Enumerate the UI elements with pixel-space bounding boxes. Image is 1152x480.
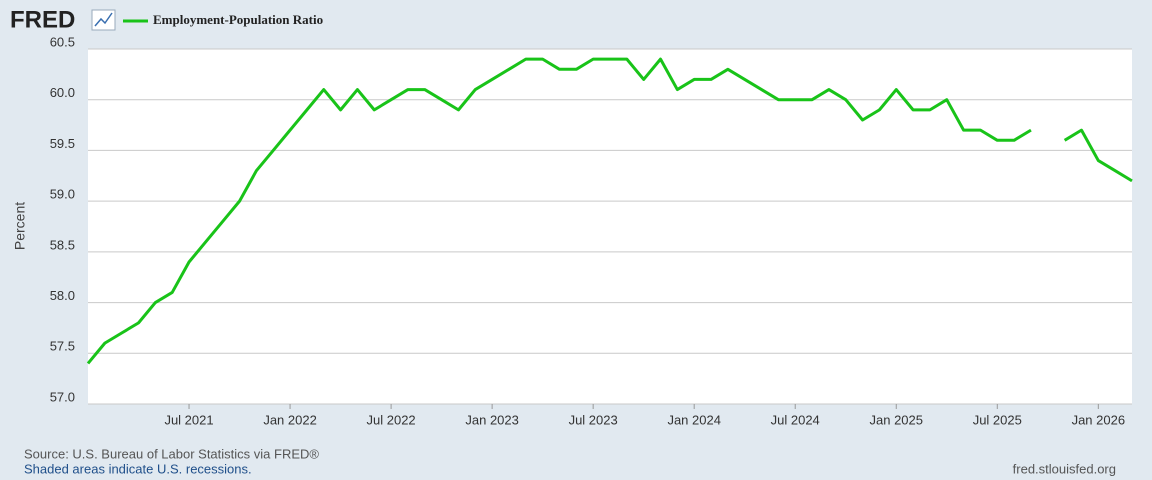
brand-logo[interactable]: FRED — [10, 6, 75, 33]
y-tick-label: 57.5 — [50, 339, 75, 354]
legend-label: Employment-Population Ratio — [153, 12, 323, 27]
x-tick-label: Jan 2024 — [667, 412, 721, 427]
url[interactable]: fred.stlouisfed.org — [1013, 461, 1116, 476]
y-tick-label: 58.5 — [50, 237, 75, 252]
y-tick-label: 57.0 — [50, 389, 75, 404]
y-tick-label: 59.5 — [50, 136, 75, 151]
x-tick-label: Jul 2022 — [367, 412, 416, 427]
plot-area — [88, 49, 1132, 404]
y-axis-label: Percent — [12, 202, 28, 250]
x-tick-label: Jan 2022 — [263, 412, 317, 427]
x-tick-label: Jul 2024 — [771, 412, 820, 427]
x-tick-label: Jan 2023 — [465, 412, 519, 427]
source: Source: U.S. Bureau of Labor Statistics … — [24, 446, 319, 461]
y-tick-label: 59.0 — [50, 187, 75, 202]
y-tick-label: 58.0 — [50, 288, 75, 303]
x-tick-label: Jan 2025 — [870, 412, 924, 427]
logo-icon — [91, 9, 116, 31]
data-line — [86, 57, 1133, 365]
y-tick-label: 60.0 — [50, 85, 75, 100]
x-tick-label: Jul 2023 — [569, 412, 618, 427]
x-tick-label: Jan 2026 — [1072, 412, 1126, 427]
y-tick-label: 60.5 — [50, 34, 75, 49]
recession-note: Shaded areas indicate U.S. recessions. — [24, 461, 252, 476]
x-tick-label: Jul 2025 — [973, 412, 1022, 427]
x-tick-label: Jul 2021 — [164, 412, 213, 427]
